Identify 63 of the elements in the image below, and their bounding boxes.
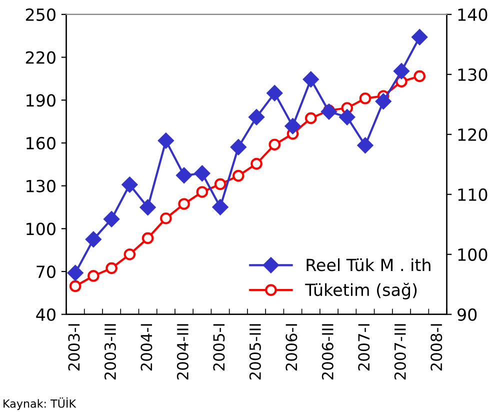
point — [214, 178, 226, 190]
point — [176, 167, 192, 184]
y-tick-label: 70 — [36, 265, 56, 278]
point — [104, 211, 120, 228]
x-tick-label: 2008-I — [430, 324, 442, 370]
point — [357, 137, 374, 154]
x-tick-label: 2005-I — [213, 324, 225, 370]
legend-label: Reel Tük M . ith — [306, 258, 430, 272]
x-tick-label: 2007-III — [394, 324, 406, 380]
text: Kaynak: TÜİK — [4, 397, 76, 410]
point — [248, 109, 264, 126]
point — [88, 270, 100, 282]
y2-tick-label: 130 — [458, 68, 488, 81]
x-tick-label: 2004-I — [140, 324, 152, 370]
x-tick-label: 2003-I — [68, 324, 80, 370]
point — [250, 158, 262, 170]
point — [86, 231, 102, 248]
point — [160, 212, 172, 224]
y2-tick-label: 120 — [458, 128, 488, 141]
y-tick-label: 250 — [26, 8, 56, 21]
y-tick-label: 190 — [26, 94, 56, 107]
x-tick-label: 2006-III — [322, 324, 334, 380]
point — [232, 170, 244, 182]
x-tick-label: 2004-III — [176, 324, 188, 380]
point — [178, 198, 190, 210]
y-tick-label: 160 — [26, 136, 56, 150]
point — [339, 109, 356, 126]
y-tick-label: 100 — [26, 222, 56, 236]
legend-label: Tüketim (sağ) — [305, 282, 417, 300]
y-tick-label: 130 — [26, 180, 56, 192]
point — [394, 63, 410, 80]
point — [412, 29, 428, 46]
point — [158, 132, 174, 149]
point — [212, 199, 228, 216]
x-tick-label: 2007-I — [358, 324, 370, 370]
y-tick-label: 220 — [26, 51, 56, 64]
point — [414, 70, 426, 82]
point — [284, 118, 301, 134]
point — [67, 265, 84, 281]
y2-tick-label: 140 — [458, 8, 488, 21]
point — [302, 71, 319, 88]
point — [196, 186, 208, 198]
point — [140, 199, 156, 216]
y2-tick-label: 100 — [458, 248, 488, 261]
y2-tick-label: 90 — [458, 308, 477, 321]
point — [375, 93, 392, 110]
x-tick-label: 2005-III — [249, 324, 261, 380]
y2-tick-label: 110 — [458, 188, 488, 201]
point — [268, 138, 281, 150]
point — [304, 112, 317, 124]
point — [142, 232, 154, 244]
x-tick-label: 2006-I — [286, 324, 298, 370]
y-tick-label: 40 — [36, 308, 56, 321]
point — [230, 139, 246, 156]
point — [69, 280, 82, 292]
point — [194, 165, 210, 182]
point — [106, 262, 118, 274]
point — [124, 248, 136, 260]
point — [359, 92, 372, 104]
point — [266, 85, 283, 102]
x-tick-label: 2003-III — [104, 324, 116, 380]
point — [321, 104, 337, 120]
point — [122, 176, 138, 193]
